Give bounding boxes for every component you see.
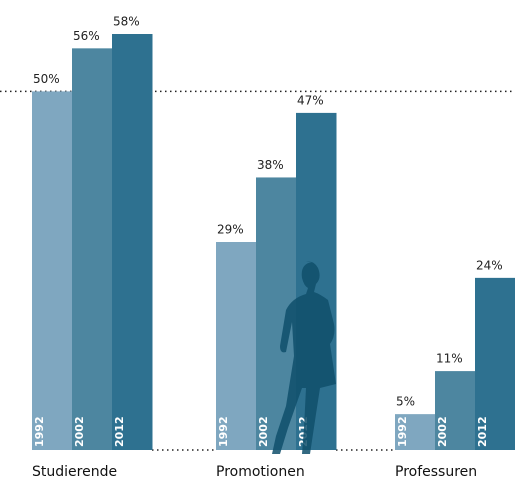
chart: Studierende 50% 1992 56% 2002 58% 2012 Promotio… (0, 0, 515, 481)
category-label: Studierende (32, 464, 117, 480)
value-label: 11% (436, 352, 463, 366)
value-label: 56% (73, 29, 100, 43)
series-label: 1992 (33, 416, 46, 447)
bar (72, 48, 113, 450)
value-label: 38% (257, 158, 284, 172)
bars-layer: Studierende 50% 1992 56% 2002 58% 2012 Promotio… (32, 15, 515, 481)
value-label: 29% (217, 223, 244, 237)
category-label: Promotionen (216, 464, 305, 480)
series-label: 2002 (73, 416, 86, 447)
series-label: 2012 (476, 416, 489, 447)
bar (32, 91, 73, 450)
series-label: 1992 (396, 416, 409, 447)
value-label: 47% (297, 93, 324, 107)
series-label: 1992 (217, 416, 230, 447)
series-label: 2002 (436, 416, 449, 447)
category-label: Professuren (395, 464, 477, 480)
value-label: 5% (396, 395, 415, 409)
value-label: 58% (113, 15, 140, 29)
value-label: 50% (33, 72, 60, 86)
value-label: 24% (476, 258, 503, 272)
series-label: 2012 (113, 416, 126, 447)
series-label: 2002 (257, 416, 270, 447)
bar (112, 34, 153, 450)
